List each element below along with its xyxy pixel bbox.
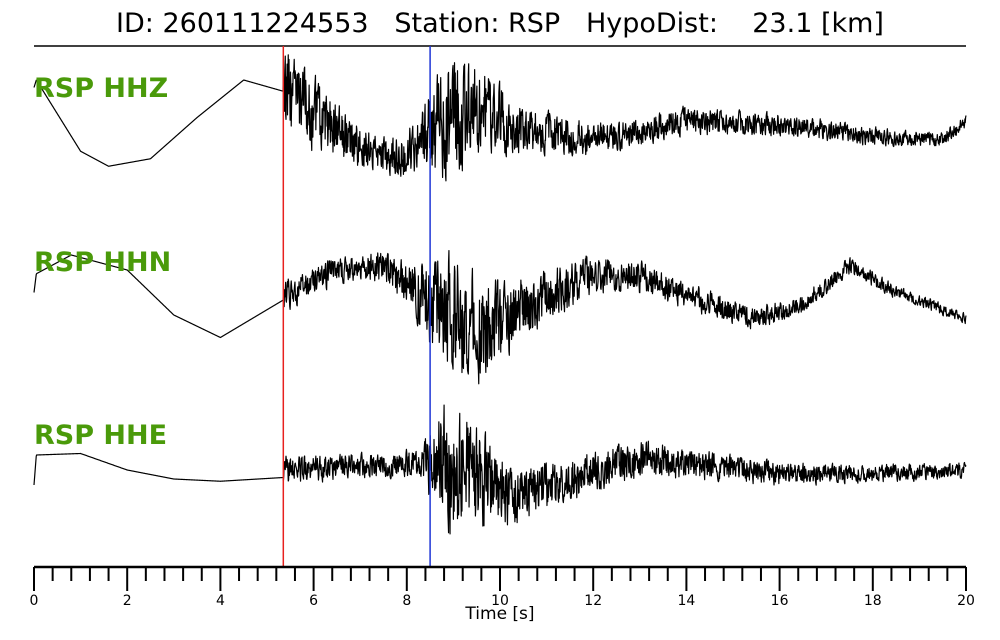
x-tick-label: 4 <box>216 593 225 609</box>
x-axis-label: Time [s] <box>465 604 535 624</box>
x-tick-label: 6 <box>309 593 318 609</box>
channel-label-hhn: RSP HHN <box>34 247 172 278</box>
x-tick-label: 10 <box>491 593 509 609</box>
x-tick-label: 16 <box>771 593 789 609</box>
x-tick-label: 20 <box>957 593 975 609</box>
x-tick-label: 12 <box>584 593 602 609</box>
x-tick-label: 18 <box>864 593 882 609</box>
plot-title: ID: 260111224553 Station: RSP HypoDist: … <box>116 8 884 39</box>
x-tick-label: 8 <box>402 593 411 609</box>
trace-rsp-hhe <box>33 404 967 535</box>
trace-group <box>33 54 967 535</box>
time-axis: 0 2 4 6 8 10 12 14 16 18 20 <box>30 565 975 609</box>
channel-label-hhz: RSP HHZ <box>34 73 169 104</box>
x-tick-label: 14 <box>677 593 695 609</box>
channel-label-hhe: RSP HHE <box>34 420 168 451</box>
pick-group <box>282 46 431 567</box>
x-tick-label: 0 <box>30 593 39 609</box>
trace-rsp-hhz <box>33 54 967 182</box>
trace-rsp-hhn <box>33 250 967 385</box>
x-tick-label: 2 <box>123 593 132 609</box>
